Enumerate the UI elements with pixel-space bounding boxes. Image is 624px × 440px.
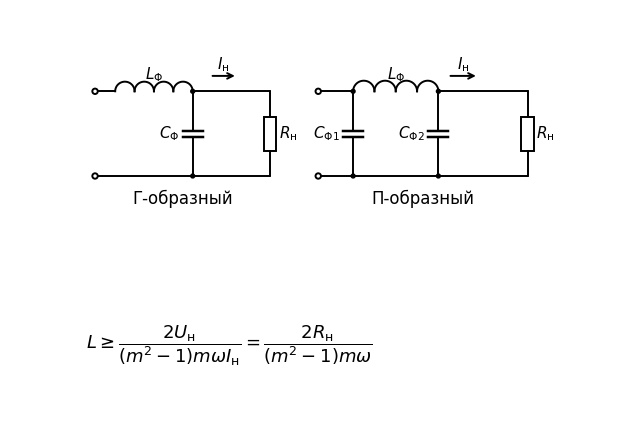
Text: $R_\text{н}$: $R_\text{н}$ [279, 124, 297, 143]
Text: П-образный: П-образный [371, 190, 474, 208]
Text: Г-образный: Г-образный [132, 190, 233, 208]
Text: $C_{\Phi 1}$: $C_{\Phi 1}$ [313, 124, 340, 143]
Text: $C_\Phi$: $C_\Phi$ [159, 124, 180, 143]
Text: $L \geq \dfrac{2U_\text{н}}{(m^2-1)m\omega I_\text{н}} = \dfrac{2R_\text{н}}{(m^: $L \geq \dfrac{2U_\text{н}}{(m^2-1)m\ome… [85, 323, 373, 368]
Circle shape [351, 89, 355, 93]
Text: $L_\Phi$: $L_\Phi$ [145, 65, 163, 84]
Circle shape [351, 174, 355, 178]
Text: $L_\Phi$: $L_\Phi$ [387, 65, 405, 84]
Circle shape [436, 89, 441, 93]
Bar [264, 117, 276, 150]
Text: $I_\text{н}$: $I_\text{н}$ [217, 55, 230, 74]
Text: $I_\text{н}$: $I_\text{н}$ [457, 55, 469, 74]
Circle shape [191, 89, 195, 93]
Bar [521, 117, 534, 150]
Circle shape [191, 174, 195, 178]
Text: $C_{\Phi 2}$: $C_{\Phi 2}$ [399, 124, 425, 143]
Circle shape [436, 174, 441, 178]
Text: $R_\text{н}$: $R_\text{н}$ [536, 124, 555, 143]
